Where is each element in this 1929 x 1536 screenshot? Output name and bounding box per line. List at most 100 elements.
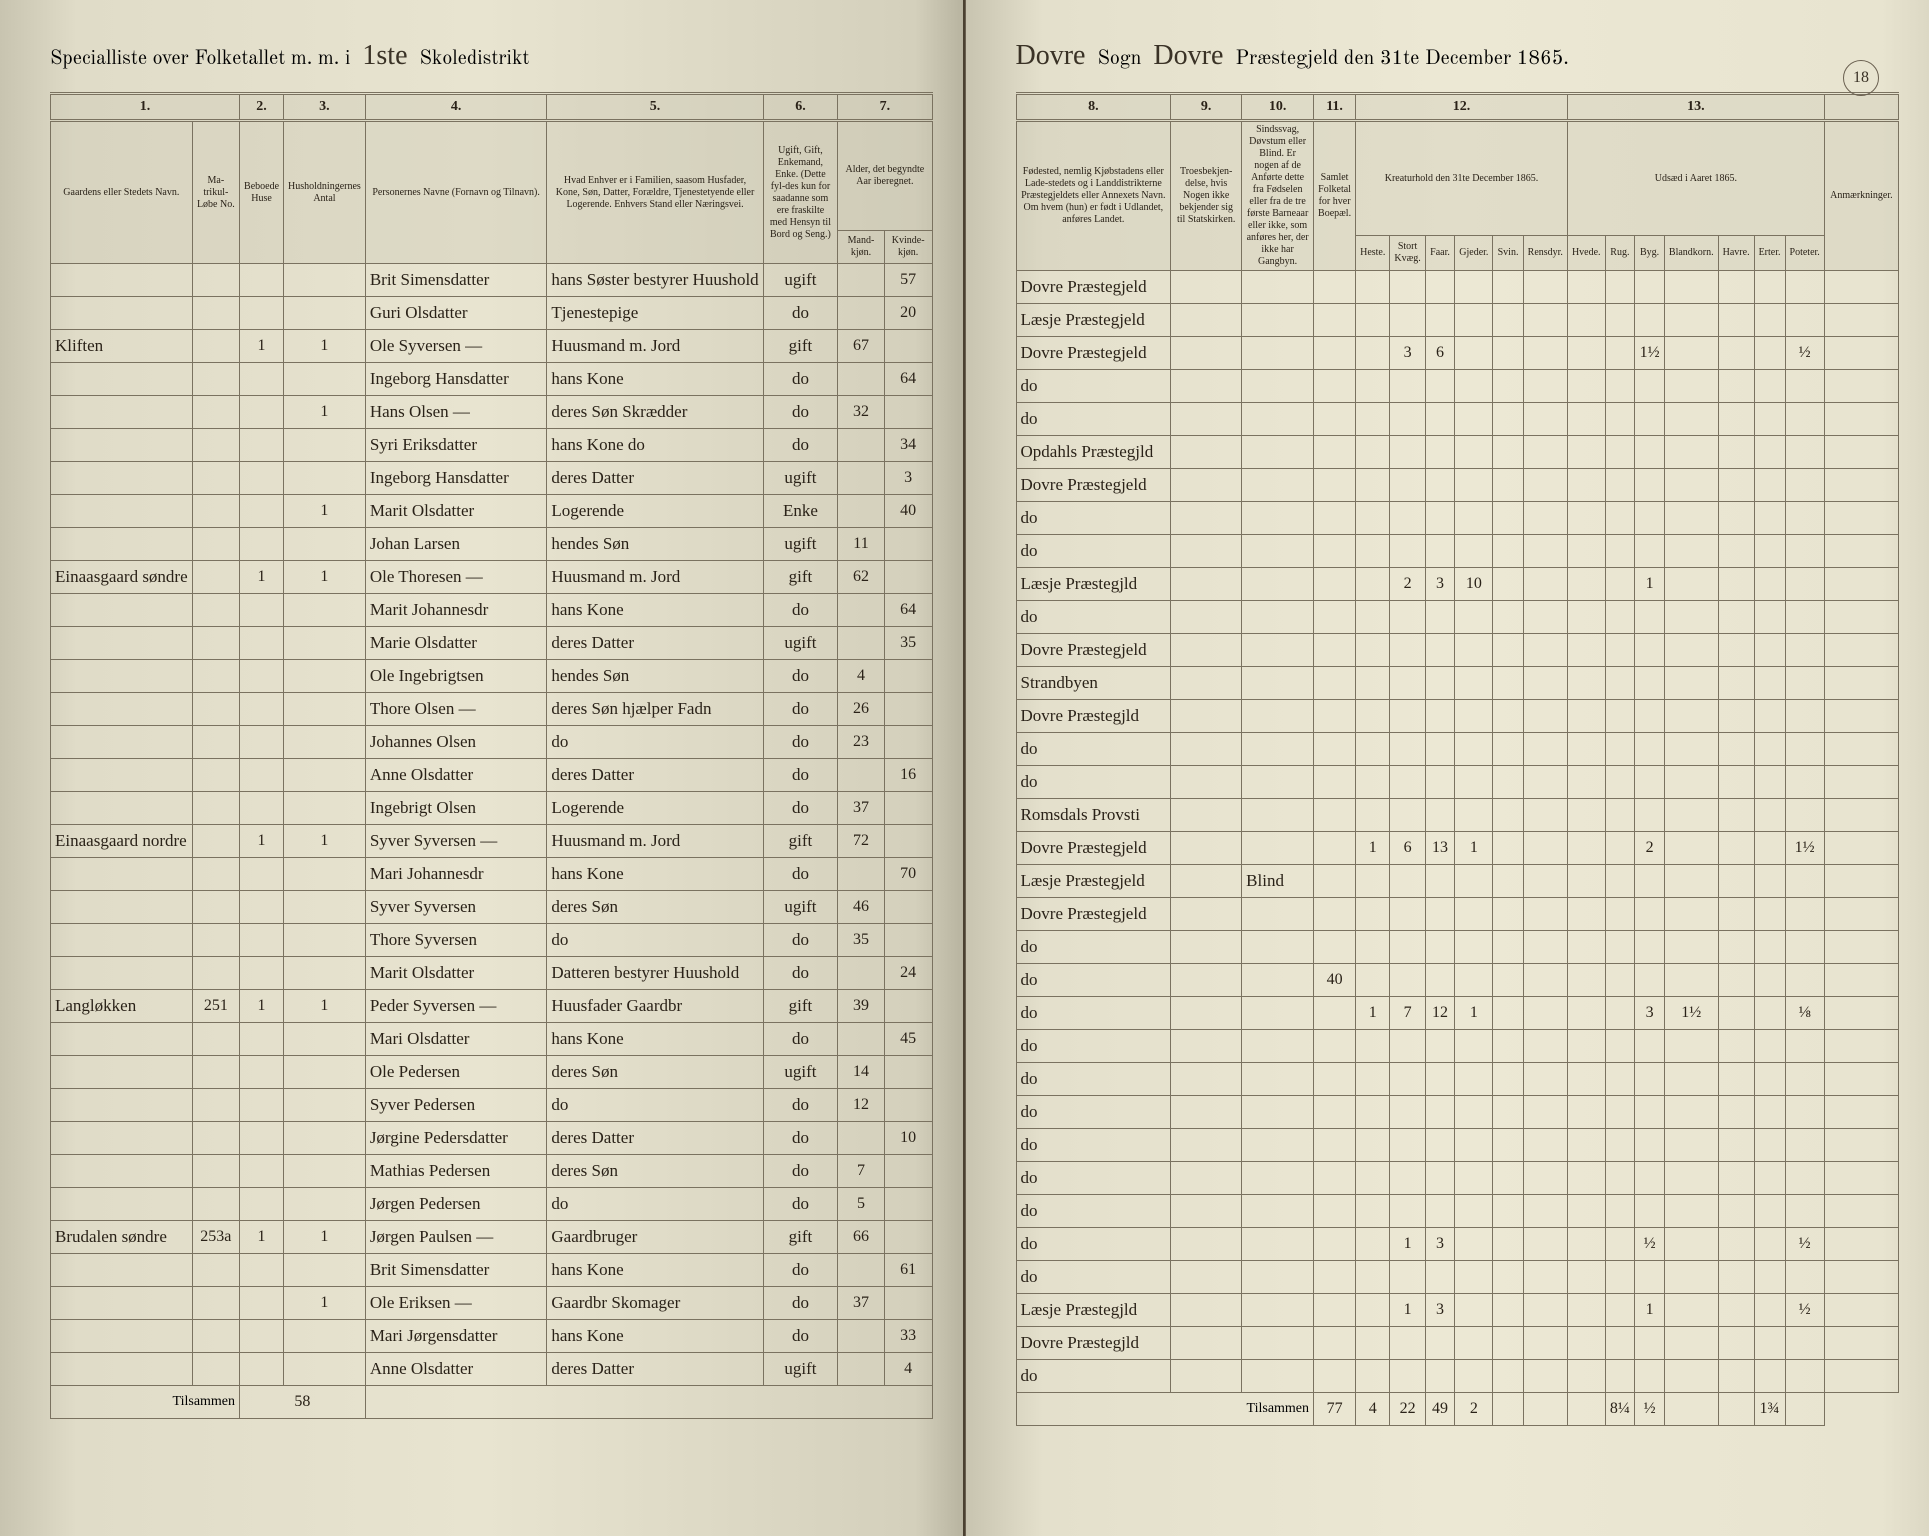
cell-uds-5 <box>1754 1129 1785 1162</box>
cell-kre-0 <box>1356 1294 1390 1327</box>
cell-uds-3 <box>1664 535 1718 568</box>
cell-stand: do <box>763 1254 838 1287</box>
cell-kre-1: 3 <box>1390 337 1425 370</box>
cell-hus <box>240 726 284 759</box>
cell-anm <box>1824 337 1898 370</box>
cell-uds-6 <box>1785 370 1824 403</box>
cell-uds-3 <box>1664 1063 1718 1096</box>
cell-fodested: do <box>1016 601 1171 634</box>
cell-kre-2 <box>1425 502 1455 535</box>
table-row: Langløkken25111Peder Syversen —Huusfader… <box>51 990 933 1023</box>
cell-hus <box>240 1089 284 1122</box>
colnum-11: 11. <box>1314 94 1356 121</box>
cell-mk <box>838 594 885 627</box>
cell-sind <box>1242 502 1314 535</box>
cell-gaard <box>51 594 193 627</box>
cell-uds-0 <box>1567 403 1605 436</box>
cell-kre-3 <box>1455 469 1493 502</box>
cell-fodested: Dovre Præstegjld <box>1016 1327 1171 1360</box>
ft-0: 77 <box>1314 1393 1356 1426</box>
cell-stand: do <box>763 693 838 726</box>
cell-kre-3 <box>1455 1030 1493 1063</box>
cell-kre-0 <box>1356 1096 1390 1129</box>
cell-matrikul <box>192 264 239 297</box>
cell-gaard <box>51 396 193 429</box>
cell-stand: do <box>763 396 838 429</box>
cell-sind <box>1242 304 1314 337</box>
colnum-7: 7. <box>838 94 932 121</box>
cell-uds-6 <box>1785 1360 1824 1393</box>
cell-stand: do <box>763 858 838 891</box>
cell-folketal <box>1314 865 1356 898</box>
cell-kre-2 <box>1425 865 1455 898</box>
cell-uds-0 <box>1567 1129 1605 1162</box>
cell-kre-3 <box>1455 799 1493 832</box>
cell-familie: Gaardbr Skomager <box>547 1287 763 1320</box>
cell-kre-4 <box>1493 1063 1523 1096</box>
colnum-4: 4. <box>365 94 547 121</box>
cell-fodested: do <box>1016 1195 1171 1228</box>
cell-familie: do <box>547 1188 763 1221</box>
cell-uds-2: 2 <box>1635 832 1665 865</box>
cell-fodested: do <box>1016 997 1171 1030</box>
cell-matrikul <box>192 693 239 726</box>
cell-mk <box>838 1320 885 1353</box>
cell-kre-2 <box>1425 964 1455 997</box>
cell-mk <box>838 297 885 330</box>
cell-gaard <box>51 1155 193 1188</box>
cell-uds-2 <box>1635 370 1665 403</box>
cell-uds-3 <box>1664 1129 1718 1162</box>
cell-uds-1 <box>1605 700 1635 733</box>
cell-stand: gift <box>763 990 838 1023</box>
cell-uds-4 <box>1718 931 1754 964</box>
cell-kre-1 <box>1390 1063 1425 1096</box>
cell-kre-2: 3 <box>1425 568 1455 601</box>
cell-mk: 23 <box>838 726 885 759</box>
cell-anm <box>1824 997 1898 1030</box>
cell-familie: Huusmand m. Jord <box>547 561 763 594</box>
cell-folketal <box>1314 1327 1356 1360</box>
cell-kre-1 <box>1390 667 1425 700</box>
cell-uds-1 <box>1605 733 1635 766</box>
cell-stand: do <box>763 1023 838 1056</box>
cell-uds-6 <box>1785 271 1824 304</box>
cell-kk: 33 <box>884 1320 932 1353</box>
cell-fodested: do <box>1016 1261 1171 1294</box>
cell-mk: 67 <box>838 330 885 363</box>
colhead-gaard: Gaardens eller Stedets Navn. <box>51 121 193 264</box>
cell-sind <box>1242 667 1314 700</box>
cell-anm <box>1824 1294 1898 1327</box>
cell-uds-3 <box>1664 337 1718 370</box>
cell-kre-0 <box>1356 1261 1390 1294</box>
cell-gaard <box>51 462 193 495</box>
ft-9: ½ <box>1635 1393 1665 1426</box>
cell-sind <box>1242 1129 1314 1162</box>
cell-stand: do <box>763 924 838 957</box>
cell-matrikul <box>192 1056 239 1089</box>
cell-kre-5 <box>1523 1360 1567 1393</box>
cell-sind <box>1242 601 1314 634</box>
cell-uds-0 <box>1567 1261 1605 1294</box>
cell-kk <box>884 1188 932 1221</box>
cell-kk: 20 <box>884 297 932 330</box>
cell-kre-3 <box>1455 601 1493 634</box>
cell-anm <box>1824 865 1898 898</box>
cell-kre-2 <box>1425 1129 1455 1162</box>
cell-kk <box>884 528 932 561</box>
cell-hushold <box>284 1188 366 1221</box>
table-row: Johan Larsenhendes Sønugift11 <box>51 528 933 561</box>
cell-uds-5 <box>1754 1294 1785 1327</box>
cell-kre-3: 1 <box>1455 832 1493 865</box>
table-row: do <box>1016 1063 1899 1096</box>
cell-sind: Blind <box>1242 865 1314 898</box>
cell-uds-3 <box>1664 1162 1718 1195</box>
cell-uds-4 <box>1718 733 1754 766</box>
cell-kre-2: 6 <box>1425 337 1455 370</box>
cell-navn: Syver Pedersen <box>365 1089 547 1122</box>
cell-kre-5 <box>1523 865 1567 898</box>
table-row: do <box>1016 535 1899 568</box>
cell-folketal <box>1314 799 1356 832</box>
cell-hushold: 1 <box>284 990 366 1023</box>
cell-fodested: Dovre Præstegjeld <box>1016 337 1171 370</box>
cell-kre-0 <box>1356 568 1390 601</box>
